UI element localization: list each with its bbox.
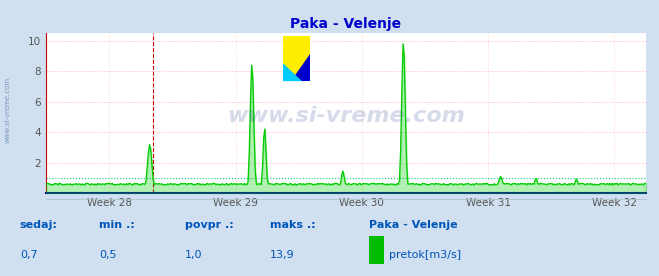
FancyBboxPatch shape xyxy=(283,36,310,81)
Text: sedaj:: sedaj: xyxy=(20,220,57,230)
Title: Paka - Velenje: Paka - Velenje xyxy=(291,17,401,31)
Text: 0,5: 0,5 xyxy=(99,250,117,260)
Polygon shape xyxy=(283,63,302,81)
Text: 0,7: 0,7 xyxy=(20,250,38,260)
Text: pretok[m3/s]: pretok[m3/s] xyxy=(389,250,461,260)
Text: Paka - Velenje: Paka - Velenje xyxy=(369,220,457,230)
Text: povpr .:: povpr .: xyxy=(185,220,233,230)
Text: www.si-vreme.com: www.si-vreme.com xyxy=(5,77,11,144)
Polygon shape xyxy=(291,54,310,81)
Text: min .:: min .: xyxy=(99,220,134,230)
Text: maks .:: maks .: xyxy=(270,220,316,230)
Text: 13,9: 13,9 xyxy=(270,250,295,260)
Text: www.si-vreme.com: www.si-vreme.com xyxy=(227,106,465,126)
Text: 1,0: 1,0 xyxy=(185,250,202,260)
